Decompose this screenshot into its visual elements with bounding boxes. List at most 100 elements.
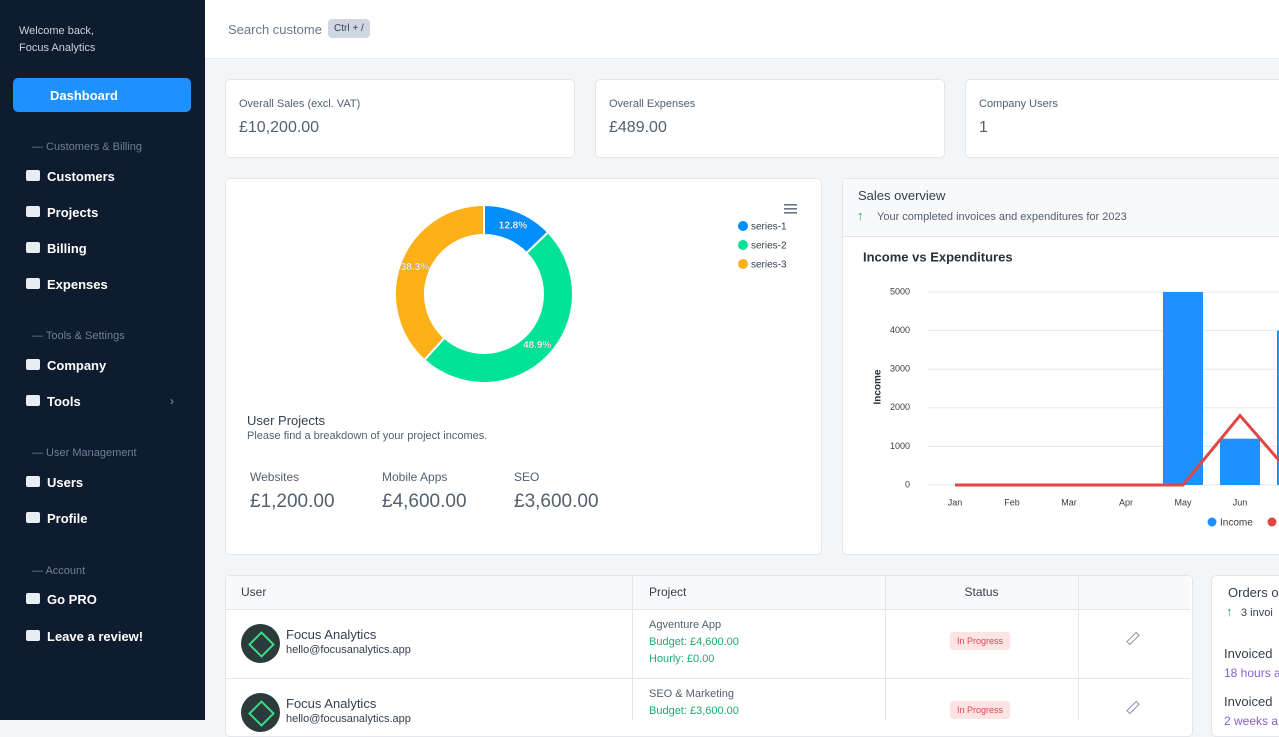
line-series: [955, 413, 1279, 487]
project-name: SEO & Marketing: [649, 688, 734, 700]
orders-title: Orders o: [1228, 585, 1279, 600]
project-label: SEO: [514, 470, 540, 484]
bar: [1220, 438, 1260, 485]
sales-subtitle: Your completed invoices and expenditures…: [877, 211, 1127, 223]
nav-item[interactable]: Projects: [47, 205, 99, 220]
welcome: Welcome back,: [19, 25, 94, 37]
company-name: Focus Analytics: [19, 42, 96, 54]
project-name: Agventure App: [649, 619, 722, 631]
nav-section: — Tools & Settings: [32, 330, 125, 342]
nav-icon: [26, 359, 40, 370]
legend-label: series-1: [751, 222, 787, 233]
user-email: hello@focusanalytics.app: [286, 713, 411, 725]
nav-icon: [26, 170, 40, 181]
sales-title: Sales overview: [858, 188, 946, 203]
stat-card: [965, 79, 1279, 158]
row-divider: [226, 678, 1190, 679]
order-time: 18 hours a: [1224, 666, 1279, 680]
status-badge: In Progress: [950, 701, 1011, 719]
orders-card: [1211, 575, 1279, 737]
budget: Budget: £4,600.00: [649, 636, 739, 648]
nav-item[interactable]: Profile: [47, 511, 88, 526]
legend-dot: [1267, 517, 1277, 527]
nav-item[interactable]: Company: [47, 358, 107, 373]
user-name: Focus Analytics: [286, 696, 377, 711]
table-header-bg: [226, 576, 1190, 610]
user-name: Focus Analytics: [286, 627, 377, 642]
stat-value: £489.00: [609, 119, 667, 136]
x-tick-label: Jan: [948, 497, 963, 507]
table-header: User: [241, 585, 267, 599]
sales-header: [843, 179, 1279, 237]
menu-icon: [784, 212, 797, 214]
slice-label: 48.9%: [523, 340, 551, 351]
stat-value: 1: [979, 119, 988, 136]
stat-label: Overall Sales (excl. VAT): [239, 98, 361, 110]
y-axis-label: Income: [873, 369, 884, 404]
avatar: [241, 624, 280, 663]
projects-title: User Projects: [247, 413, 326, 428]
nav-item[interactable]: Leave a review!: [47, 629, 144, 644]
order-time: 2 weeks a: [1224, 714, 1279, 728]
menu-icon: [784, 208, 797, 210]
legend-label: series-3: [751, 260, 787, 271]
nav-item[interactable]: Billing: [47, 241, 87, 256]
chevron: ›: [170, 394, 174, 408]
search[interactable]: Search custome: [228, 22, 322, 37]
orders-subtitle: 3 invoi: [1241, 607, 1273, 619]
stat-label: Overall Expenses: [609, 98, 696, 110]
nav-dashboard[interactable]: Dashboard: [50, 88, 118, 103]
nav-icon: [26, 278, 40, 289]
y-tick-label: 5000: [890, 286, 910, 296]
nav-section: — User Management: [32, 447, 137, 459]
x-tick-label: Apr: [1119, 497, 1133, 507]
slice-label: 12.8%: [499, 221, 527, 232]
order-label: Invoiced: [1224, 646, 1273, 661]
bar: [1277, 330, 1279, 485]
nav-icon: [26, 476, 40, 487]
col-divider: [632, 576, 633, 720]
projects-subtitle: Please find a breakdown of your project …: [247, 430, 488, 442]
table-header: Status: [964, 585, 999, 599]
sales-card: [842, 178, 1279, 555]
y-tick-label: 2000: [890, 402, 910, 412]
col-divider: [1078, 576, 1079, 720]
y-tick-label: 0: [905, 479, 910, 489]
nav-icon: [26, 630, 40, 641]
x-tick-label: Jun: [1233, 497, 1248, 507]
stat-card: [595, 79, 945, 158]
y-tick-label: 3000: [890, 364, 910, 374]
legend-dot: [738, 221, 748, 231]
project-value: £3,600.00: [514, 491, 599, 512]
nav-item[interactable]: Tools: [47, 394, 81, 409]
stat-value: £10,200.00: [239, 119, 320, 136]
nav-icon: [26, 395, 40, 406]
x-tick-label: Mar: [1061, 497, 1077, 507]
shortcut: Ctrl + /: [328, 19, 370, 38]
nav-item[interactable]: Go PRO: [47, 592, 97, 607]
bar: [1163, 292, 1203, 485]
sales-chart: Income vs Expenditures Income 0 1000 2000 300…: [863, 249, 1279, 529]
menu-icon: [784, 204, 797, 206]
nav-item[interactable]: Customers: [47, 169, 115, 184]
nav-section: — Customers & Billing: [32, 141, 143, 153]
nav-item[interactable]: Users: [47, 475, 84, 490]
legend-dot: [738, 259, 748, 269]
nav-icon: [26, 593, 40, 604]
table-header: Project: [649, 585, 687, 599]
nav-active[interactable]: [13, 78, 191, 112]
donut-slice: [394, 203, 485, 362]
nav-section: — Account: [32, 565, 86, 577]
col-divider: [885, 576, 886, 720]
donut-slice: [422, 230, 574, 384]
order-label: Invoiced: [1224, 694, 1273, 709]
legend-dot: [738, 240, 748, 250]
stat-card: [225, 79, 575, 158]
hourly: Hourly: £0.00: [649, 653, 715, 665]
nav-item[interactable]: Expenses: [47, 277, 108, 292]
project-value: £1,200.00: [250, 491, 335, 512]
x-tick-label: Feb: [1004, 497, 1020, 507]
nav-icon: [26, 242, 40, 253]
project-label: Mobile Apps: [382, 470, 448, 484]
